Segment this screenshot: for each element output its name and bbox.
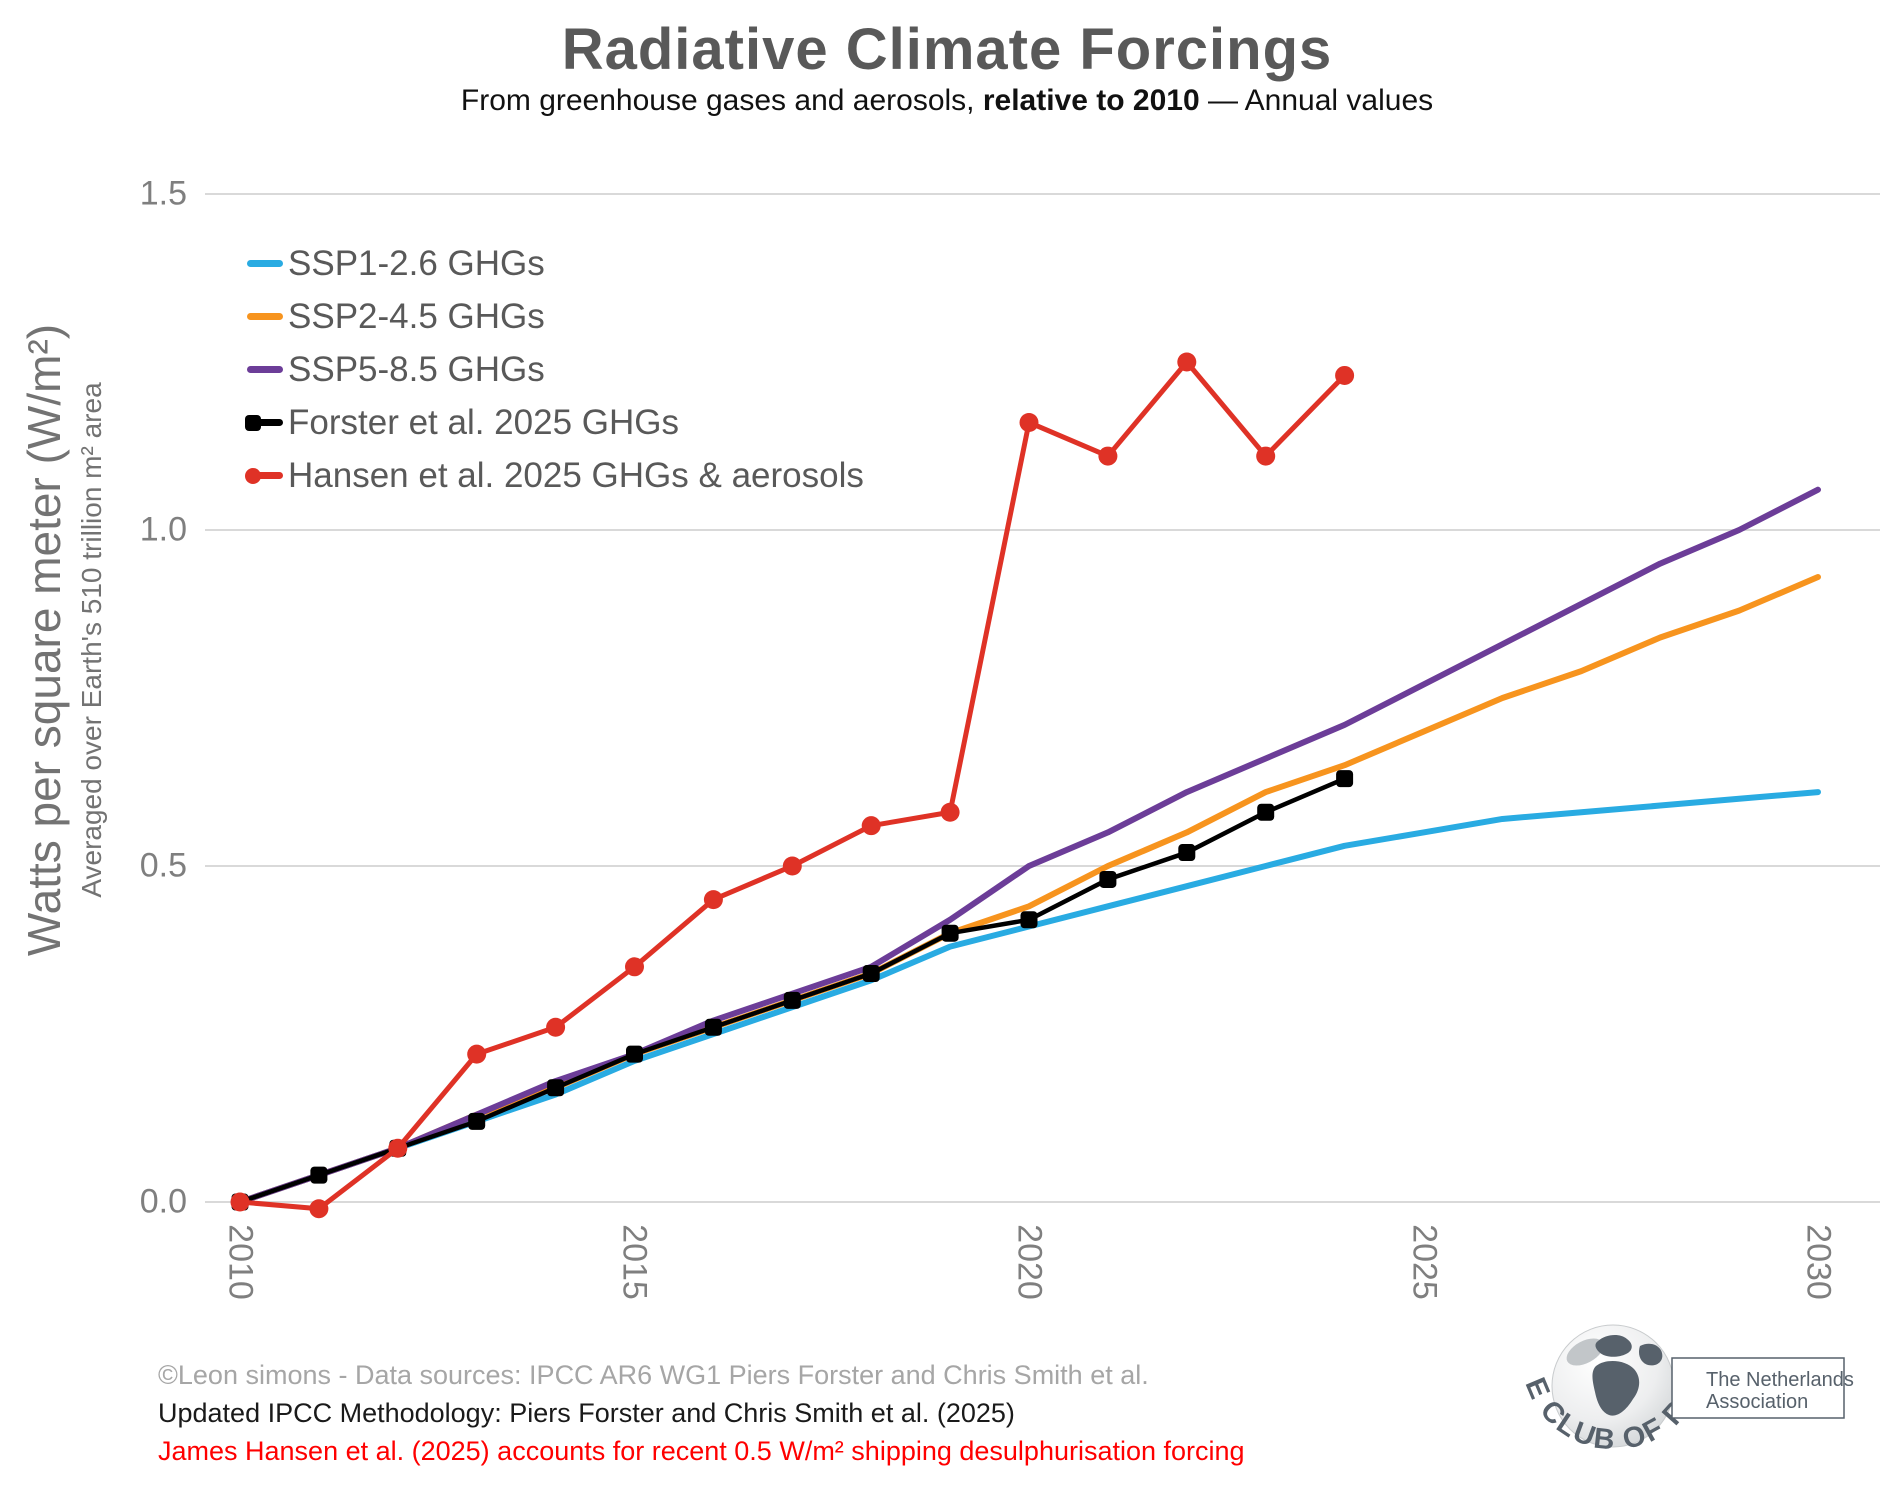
marker-3-2015 <box>626 1045 643 1063</box>
netherlands-association-box <box>1671 1357 1845 1419</box>
marker-3-2022 <box>1178 844 1196 862</box>
legend-item-ssp5: SSP5-8.5 GHGs <box>247 343 864 396</box>
marker-4-2016 <box>703 890 723 910</box>
marker-4-2019 <box>940 802 960 822</box>
legend-label-ssp2: SSP2-4.5 GHGs <box>288 296 545 336</box>
y-tick-0-0: 0.0 <box>139 1182 187 1221</box>
legend-label-ssp1: SSP1-2.6 GHGs <box>288 243 545 283</box>
marker-3-2014 <box>547 1079 565 1097</box>
marker-4-2018 <box>861 816 881 836</box>
legend-line-sample-ssp2 <box>247 313 283 320</box>
globe-continent-europe <box>1595 1335 1632 1357</box>
x-tick-2020: 2020 <box>1010 1224 1049 1300</box>
marker-3-2021 <box>1099 870 1117 888</box>
netherlands-association-line2: Association <box>1706 1391 1808 1413</box>
legend-marker-forster <box>245 414 261 431</box>
legend-item-hansen: Hansen et al. 2025 GHGs & aerosols <box>245 449 864 502</box>
marker-3-2020 <box>1020 911 1038 929</box>
footnote-hansen: James Hansen et al. (2025) accounts for … <box>158 1436 1245 1466</box>
marker-3-2017 <box>783 991 801 1009</box>
marker-3-2023 <box>1257 803 1275 821</box>
legend: SSP1-2.6 GHGs SSP2-4.5 GHGs SSP5-8.5 GHG… <box>245 237 864 502</box>
legend-item-ssp2: SSP2-4.5 GHGs <box>247 290 864 343</box>
legend-line-sample-ssp1 <box>247 260 283 267</box>
marker-4-2017 <box>782 856 802 876</box>
marker-4-2012 <box>388 1138 408 1158</box>
page-subtitle: From greenhouse gases and aerosols, rela… <box>0 84 1894 118</box>
marker-3-2024 <box>1336 770 1354 788</box>
globe-continent-asia <box>1638 1343 1663 1366</box>
x-tick-2030: 2030 <box>1799 1224 1838 1300</box>
marker-4-2023 <box>1256 446 1276 466</box>
legend-item-ssp1: SSP1-2.6 GHGs <box>247 237 864 290</box>
marker-4-2021 <box>1098 446 1118 466</box>
club-of-rome-logo: THE CLUB OF ROME The Netherlands Associa… <box>1500 1300 1854 1457</box>
footnote-methodology: Updated IPCC Methodology: Piers Forster … <box>158 1398 1015 1428</box>
page-title: Radiative Climate Forcings <box>561 17 1333 82</box>
y-tick-1-0: 1.0 <box>139 510 187 549</box>
legend-label-forster: Forster et al. 2025 GHGs <box>288 402 679 442</box>
marker-4-2020 <box>1019 412 1039 432</box>
globe-continent-africa <box>1592 1360 1640 1416</box>
footnote-sources: ©Leon simons - Data sources: IPCC AR6 WG… <box>158 1360 1149 1390</box>
x-tick-2015: 2015 <box>615 1224 654 1300</box>
marker-3-2018 <box>862 965 880 983</box>
legend-line-sample-forster <box>245 414 283 431</box>
y-axis-label: Watts per square meter (W/m²) <box>18 323 70 957</box>
marker-4-2014 <box>546 1017 566 1037</box>
marker-3-2019 <box>941 924 959 942</box>
marker-4-2013 <box>467 1044 487 1064</box>
y-tick-1-5: 1.5 <box>139 174 187 213</box>
x-tick-2025: 2025 <box>1405 1224 1444 1300</box>
marker-4-2022 <box>1177 352 1197 372</box>
subtitle-suffix: — Annual values <box>1199 84 1434 117</box>
legend-label-hansen: Hansen et al. 2025 GHGs & aerosols <box>288 455 864 495</box>
globe-shading <box>1566 1338 1604 1366</box>
x-tick-2010: 2010 <box>221 1224 260 1300</box>
subtitle-prefix: From greenhouse gases and aerosols, <box>460 84 983 117</box>
legend-item-forster: Forster et al. 2025 GHGs <box>245 396 864 449</box>
marker-4-2015 <box>625 957 644 977</box>
series-line-0 <box>237 789 1821 1205</box>
y-axis-sublabel: Averaged over Earth's 510 trillion m² ar… <box>76 382 107 898</box>
y-tick-0-5: 0.5 <box>139 846 187 885</box>
subtitle-bold: relative to 2010 <box>982 84 1200 117</box>
legend-line-sample-ssp5 <box>247 366 283 373</box>
marker-3-2011 <box>310 1166 328 1184</box>
marker-3-2016 <box>704 1018 722 1036</box>
marker-4-2024 <box>1335 365 1355 385</box>
netherlands-association-line1: The Netherlands <box>1706 1369 1854 1391</box>
legend-label-ssp5: SSP5-8.5 GHGs <box>288 349 545 389</box>
legend-line-sample-hansen <box>245 467 283 484</box>
legend-marker-hansen <box>245 467 261 484</box>
marker-4-2011 <box>309 1199 329 1219</box>
marker-3-2013 <box>468 1112 486 1130</box>
series-line-1 <box>237 574 1821 1205</box>
series-line-2 <box>237 486 1821 1205</box>
footnotes: ©Leon simons - Data sources: IPCC AR6 WG… <box>158 1356 1245 1470</box>
marker-4-2010 <box>230 1192 250 1212</box>
